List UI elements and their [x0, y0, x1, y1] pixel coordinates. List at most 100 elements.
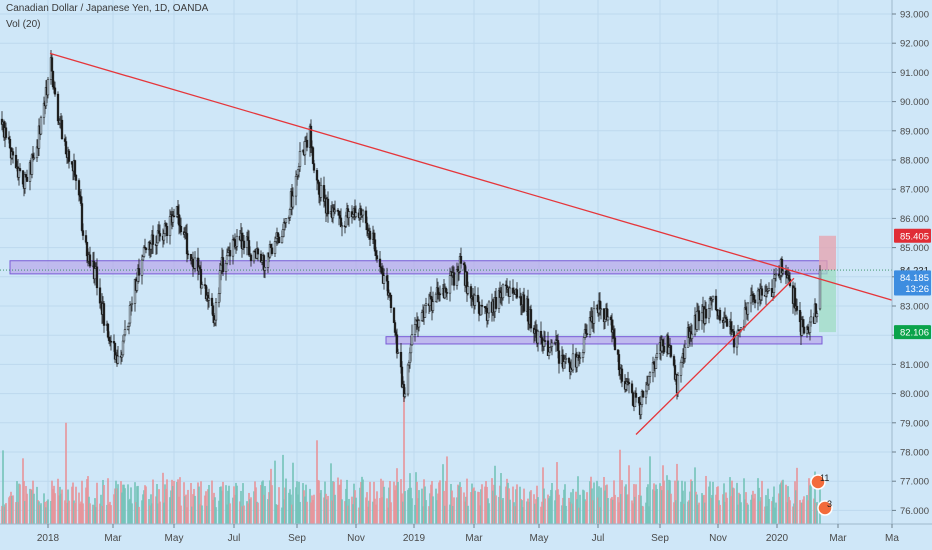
volume-bar	[309, 488, 311, 524]
volume-bar	[487, 498, 489, 524]
stop-loss-zone[interactable]	[819, 235, 836, 271]
volume-bar	[456, 497, 458, 524]
volume-bar	[537, 497, 539, 524]
volume-bar	[775, 502, 777, 524]
volume-bar	[702, 495, 704, 524]
candle-body	[550, 342, 554, 347]
volume-bar	[362, 479, 364, 524]
volume-bar	[745, 492, 747, 524]
price-zone-rectangle[interactable]	[9, 260, 828, 275]
candle-body	[211, 305, 215, 316]
volume-bar	[554, 500, 556, 524]
candle-body	[760, 288, 764, 296]
volume-bar	[530, 490, 532, 524]
volume-bar	[446, 456, 448, 524]
price-tag-label: 82.106	[900, 328, 929, 339]
volume-bar	[414, 504, 416, 524]
candle-body	[522, 294, 526, 312]
candle-body	[18, 168, 22, 171]
volume-bar	[795, 490, 797, 524]
event-count-label: 3	[827, 499, 832, 509]
volume-bar	[270, 468, 272, 524]
candle-body	[333, 209, 337, 213]
volume-bar	[717, 486, 719, 524]
trendline[interactable]	[635, 277, 795, 435]
price-tag-blue[interactable]	[894, 281, 931, 296]
price-tag-red[interactable]	[894, 228, 931, 243]
volume-indicator-label[interactable]: Vol (20)	[6, 19, 41, 30]
take-profit-zone[interactable]	[819, 270, 836, 333]
volume-bar	[346, 479, 348, 524]
candle-body	[641, 391, 645, 398]
volume-bar	[729, 477, 731, 524]
volume-bar	[240, 490, 242, 524]
volume-bar	[765, 495, 767, 524]
volume-bar	[197, 482, 199, 524]
volume-bar	[178, 496, 180, 524]
volume-bar	[121, 492, 123, 524]
volume-bar	[591, 488, 593, 524]
time-axis[interactable]: 2018 Mar May Jul Sep Nov 2019 Mar May Jul Sep Nov 20…	[0, 523, 932, 550]
volume-bar	[808, 478, 810, 524]
volume-bar	[569, 501, 571, 524]
volume-bar	[787, 486, 789, 524]
volume-bar	[246, 501, 248, 524]
volume-bar	[410, 487, 412, 524]
volume-bar	[411, 498, 413, 524]
candle-body	[683, 346, 687, 359]
candle-body	[116, 355, 120, 364]
candle-body	[424, 303, 428, 306]
volume-bar	[800, 502, 802, 524]
volume-bar	[747, 504, 749, 524]
volume-bar	[723, 483, 725, 524]
trendline[interactable]	[49, 52, 893, 301]
candle-body	[144, 247, 148, 251]
volume-bar	[673, 502, 675, 524]
volume-bar	[248, 492, 250, 524]
price-tag-blue[interactable]	[894, 270, 931, 285]
volume-bar	[310, 502, 312, 524]
candle-body	[396, 351, 400, 354]
price-axis[interactable]: 93.000 92.000 91.000 90.000 89.000 88.000 87.0…	[891, 0, 932, 550]
time-axis-label: 2018	[37, 533, 60, 544]
volume-bar	[477, 491, 479, 524]
volume-bar	[30, 489, 32, 524]
price-tag-green[interactable]	[894, 325, 931, 340]
volume-bar	[150, 494, 152, 524]
volume-bar	[498, 496, 500, 524]
volume-bar	[289, 489, 291, 524]
volume-bar	[326, 499, 328, 524]
event-badges[interactable]: 11 3	[810, 473, 833, 516]
volume-bar	[779, 484, 781, 524]
volume-bar	[16, 481, 18, 524]
volume-bar	[513, 502, 515, 524]
volume-bar	[340, 479, 342, 524]
volume-bar	[229, 503, 231, 524]
volume-bar	[235, 482, 237, 524]
volume-bar	[85, 487, 87, 524]
volume-bar	[9, 495, 11, 524]
volume-bar	[635, 484, 637, 524]
volume-bar	[586, 492, 588, 524]
volume-bar	[348, 498, 350, 524]
volume-bar	[11, 496, 13, 524]
volume-bar	[148, 499, 150, 524]
volume-bar	[194, 495, 196, 524]
volume-bar	[803, 496, 805, 524]
time-axis-label: Jul	[228, 533, 241, 544]
trendlines[interactable]	[49, 52, 893, 435]
volume-bar	[220, 486, 222, 524]
short-position-tool[interactable]	[0, 235, 892, 333]
earnings-event-icon[interactable]	[817, 500, 833, 516]
volume-bar	[647, 484, 649, 524]
volume-bar	[415, 472, 417, 524]
range-zones[interactable]	[9, 260, 828, 345]
volume-bar	[516, 484, 518, 524]
volume-bar	[29, 488, 31, 524]
volume-bar	[142, 494, 144, 524]
volume-bar	[386, 498, 388, 524]
earnings-event-icon[interactable]	[810, 474, 826, 490]
price-zone-rectangle[interactable]	[385, 336, 823, 345]
volume-bar	[814, 471, 816, 524]
